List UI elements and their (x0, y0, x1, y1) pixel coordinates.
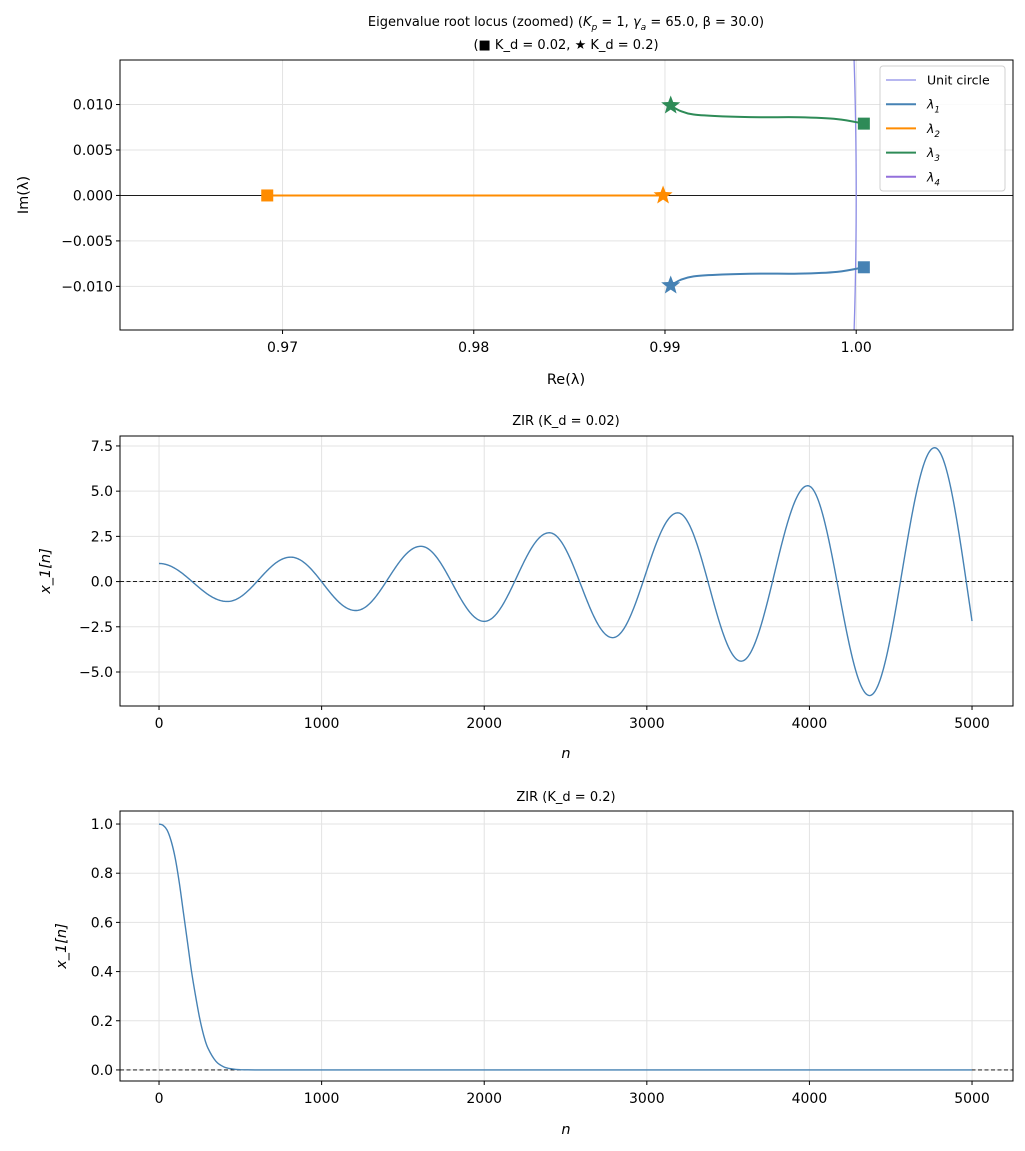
x-tick-label: 4000 (792, 1091, 828, 1107)
zir-line-kd-0.02 (159, 447, 973, 697)
x-tick-label: 0 (155, 1091, 164, 1107)
y-axis-label: x_1[n] (38, 548, 54, 595)
x-axis-label: n (561, 1122, 570, 1138)
subplot-2: 0 1000 2000 3000 4000 5000 7.5 5.0 2.5 0.0 −2.5 −5.… (38, 414, 1014, 762)
plot-area (120, 60, 1013, 330)
square-marker-kd-0.02 (857, 117, 870, 130)
y-tick-label: 0.2 (91, 1014, 113, 1030)
legend: Unit circle λ1​ λ2​ λ3​ λ4​ (879, 65, 1006, 192)
x-tick-label: 2000 (466, 716, 502, 732)
x-tick-label: 5000 (954, 1091, 990, 1107)
x-tick-label: 5000 (954, 716, 990, 732)
y-tick-label: 0.000 (73, 188, 113, 204)
y-tick-label: −2.5 (79, 620, 113, 636)
axes-frame (119, 435, 1014, 707)
legend-label: λ2​ (926, 121, 940, 140)
locus-line-1 (670, 266, 865, 287)
axes-frame (119, 59, 1014, 331)
x-axis-label: n (561, 746, 570, 762)
y-tick-label: 7.5 (91, 439, 113, 455)
star-marker-kd-0.2 (653, 185, 673, 204)
legend-box (879, 65, 1006, 192)
y-tick-label: 0.0 (91, 575, 113, 591)
y-tick-label: −5.0 (79, 665, 113, 681)
chart-title: ZIR (K_d = 0.02) (512, 414, 619, 429)
y-tick-label: 0.005 (73, 143, 113, 159)
star-marker-kd-0.2 (661, 275, 681, 294)
y-axis-label: x_1[n] (54, 923, 70, 970)
y-tick-label: −0.005 (61, 234, 113, 250)
subplot-3: 0 1000 2000 3000 4000 5000 1.0 0.8 0.6 0.4 0.2 0.0 Z… (54, 790, 1014, 1138)
y-tick-label: 0.010 (73, 98, 113, 114)
legend-label: Unit circle (927, 73, 990, 88)
unit-circle (853, 60, 857, 330)
y-tick-label: −0.010 (61, 279, 113, 295)
star-marker-kd-0.2 (661, 95, 681, 114)
x-tick-label: 4000 (792, 716, 828, 732)
y-axis-label: Im(λ) (16, 176, 32, 214)
x-tick-label: 0.98 (458, 340, 489, 356)
square-marker-kd-0.02 (261, 189, 274, 202)
y-tick-label: 1.0 (91, 817, 113, 833)
x-axis-label: Re(λ) (547, 372, 585, 388)
y-tick-label: 0.8 (91, 866, 113, 882)
x-tick-label: 1000 (304, 716, 340, 732)
x-tick-label: 1.00 (841, 340, 872, 356)
chart-subtitle: (■ K_d = 0.02, ★ K_d = 0.2) (473, 38, 658, 53)
y-tick-label: 0.6 (91, 915, 113, 931)
axes-frame (119, 810, 1014, 1082)
legend-item: Unit circle (886, 73, 990, 88)
x-tick-label: 3000 (629, 716, 665, 732)
locus-line-3 (670, 104, 865, 125)
legend-item: λ2​ (886, 121, 940, 140)
x-tick-label: 0.97 (267, 340, 298, 356)
x-tick-label: 0.99 (649, 340, 680, 356)
x-tick-label: 2000 (466, 1091, 502, 1107)
legend-label: λ4​ (926, 169, 940, 188)
square-marker-kd-0.02 (857, 261, 870, 274)
legend-label: λ3​ (926, 145, 940, 164)
x-tick-label: 0 (155, 716, 164, 732)
legend-label: λ1​ (926, 97, 940, 116)
y-tick-label: 0.0 (91, 1063, 113, 1079)
y-tick-label: 2.5 (91, 529, 113, 545)
y-tick-label: 5.0 (91, 484, 113, 500)
chart-title: Eigenvalue root locus (zoomed) (Kp​ = 1,… (368, 15, 764, 33)
y-tick-label: 0.4 (91, 965, 113, 981)
legend-item: λ3​ (886, 145, 940, 164)
x-tick-label: 3000 (629, 1091, 665, 1107)
x-tick-label: 1000 (304, 1091, 340, 1107)
legend-item: λ4​ (886, 169, 940, 188)
subplot-1: 0.97 0.98 0.99 1.00 0.010 0.005 0.000 −0.005 −0.… (16, 15, 1014, 388)
zir-line-kd-0.2 (158, 823, 973, 1071)
legend-item: λ1​ (886, 97, 940, 116)
chart-title: ZIR (K_d = 0.2) (516, 790, 615, 805)
